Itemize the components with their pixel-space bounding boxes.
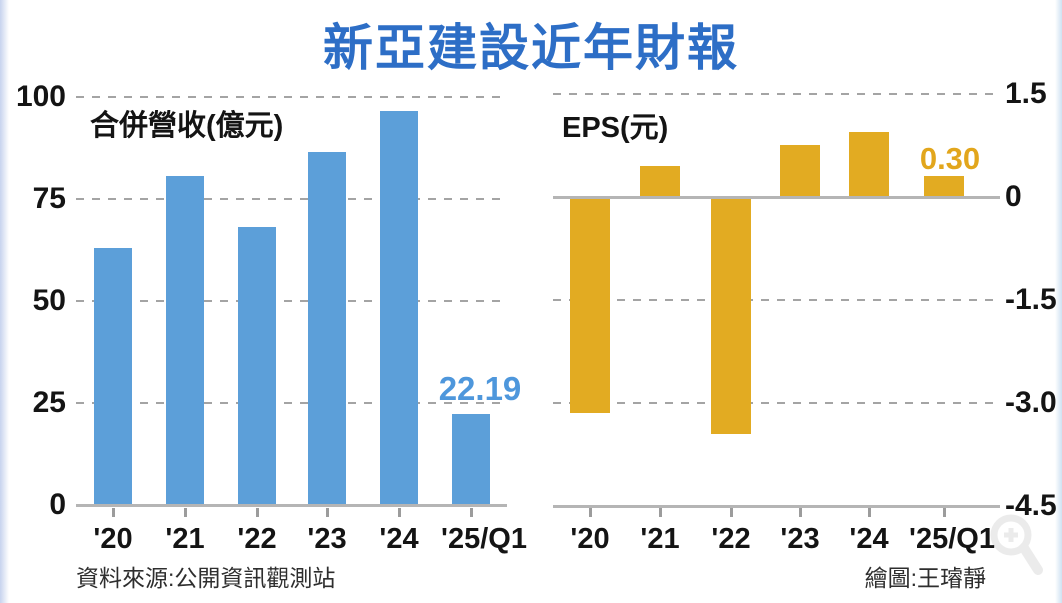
eps-chart-x-tick-label: '22 [711, 523, 751, 555]
revenue-chart-x-tick-label: '22 [237, 523, 277, 555]
credit-note: 繪圖:王璿靜 [864, 565, 986, 591]
revenue-chart-x-tick-label: '20 [93, 523, 133, 555]
eps-chart-tick-mark [943, 508, 946, 517]
revenue-chart-y-tick-label: 25 [32, 385, 66, 419]
eps-chart-bar-'23 [780, 145, 820, 197]
eps-chart-gridline [553, 299, 1000, 301]
revenue-chart-bar-'24 [380, 110, 418, 505]
eps-chart-tick-mark [730, 508, 733, 517]
eps-chart-bar-'20 [570, 197, 610, 414]
revenue-chart-y-tick-label: 75 [32, 181, 66, 215]
eps-chart-bar-'25/Q1 [924, 176, 964, 197]
eps-chart-y-tick-label: 1.5 [1005, 76, 1047, 110]
eps-chart-x-tick-label: '23 [780, 523, 820, 555]
eps-value-annotation: 0.30 [919, 141, 981, 176]
eps-chart-x-tick-label: '25/Q1 [909, 523, 995, 555]
revenue-chart-gridline [76, 401, 507, 404]
eps-chart-y-tick-label: -3.0 [1005, 386, 1057, 419]
eps-chart-bar-'21 [640, 166, 680, 197]
revenue-chart-tick-mark [398, 508, 401, 517]
revenue-chart-gridline [76, 95, 507, 98]
eps-chart-x-tick-label: '21 [640, 523, 680, 555]
revenue-chart-gridline [76, 299, 507, 302]
eps-chart-x-tick-label: '20 [570, 523, 610, 555]
eps-chart-gridline [553, 92, 1000, 95]
eps-chart-x-tick-label: '24 [849, 523, 889, 555]
revenue-chart-bar-'22 [238, 227, 276, 505]
revenue-chart-bar-'20 [94, 247, 132, 505]
magnifier-watermark-icon [990, 514, 1043, 575]
eps-chart-bar-'24 [849, 131, 889, 197]
revenue-chart-y-tick-label: 50 [32, 283, 66, 317]
revenue-chart-x-tick-label: '23 [307, 523, 347, 555]
revenue-chart-y-tick-label: 0 [49, 488, 66, 521]
source-note: 資料來源:公開資訊觀測站 [76, 565, 336, 591]
eps-chart-axis-line [553, 195, 1000, 199]
revenue-chart-tick-mark [470, 508, 473, 517]
eps-chart-tick-mark [659, 508, 662, 517]
eps-chart-tick-mark [589, 508, 592, 517]
revenue-chart-bar-'25/Q1 [452, 414, 490, 505]
revenue-chart-tick-mark [326, 508, 329, 517]
revenue-chart-bar-'21 [166, 176, 204, 505]
revenue-chart-tick-mark [184, 508, 187, 517]
eps-chart-tick-mark [799, 508, 802, 517]
eps-chart-axis-line [553, 504, 1000, 508]
revenue-chart-x-tick-label: '25/Q1 [441, 523, 527, 555]
eps-chart-tick-mark [868, 508, 871, 517]
eps-chart-y-tick-label: 0 [1005, 180, 1022, 213]
revenue-value-annotation: 22.19 [438, 370, 522, 407]
page-title: 新亞建設近年財報 [323, 20, 739, 76]
revenue-chart-gridline [76, 197, 507, 200]
revenue-chart-y-tick-label: 100 [15, 79, 66, 113]
eps-chart-y-tick-label: -4.5 [1005, 489, 1057, 522]
eps-chart-y-tick-label: -1.5 [1005, 283, 1057, 316]
eps-chart-bar-'22 [711, 197, 751, 434]
revenue-chart-tick-mark [112, 508, 115, 517]
eps-chart-gridline [553, 402, 1000, 404]
revenue-chart-label: 合併營收(億元) [90, 110, 284, 142]
revenue-chart-x-tick-label: '24 [379, 523, 419, 555]
revenue-chart-bar-'23 [308, 151, 346, 505]
revenue-chart-axis-line [76, 503, 507, 507]
revenue-chart-tick-mark [256, 508, 259, 517]
eps-chart-label: EPS(元) [562, 112, 669, 144]
revenue-chart-x-tick-label: '21 [165, 523, 205, 555]
